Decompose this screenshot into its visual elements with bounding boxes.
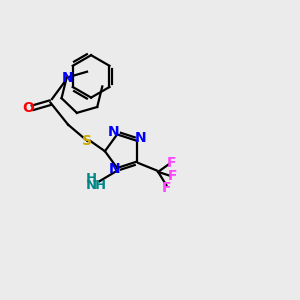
Text: H: H bbox=[94, 179, 106, 192]
Text: F: F bbox=[162, 181, 172, 195]
Text: O: O bbox=[23, 101, 34, 115]
Text: N: N bbox=[109, 163, 121, 176]
Text: F: F bbox=[167, 156, 176, 170]
Text: F: F bbox=[168, 169, 178, 183]
Text: N: N bbox=[135, 131, 146, 146]
Text: N: N bbox=[107, 125, 119, 139]
Text: N: N bbox=[86, 179, 97, 192]
Text: S: S bbox=[82, 134, 92, 148]
Text: N: N bbox=[61, 70, 73, 85]
Text: H: H bbox=[86, 172, 97, 185]
